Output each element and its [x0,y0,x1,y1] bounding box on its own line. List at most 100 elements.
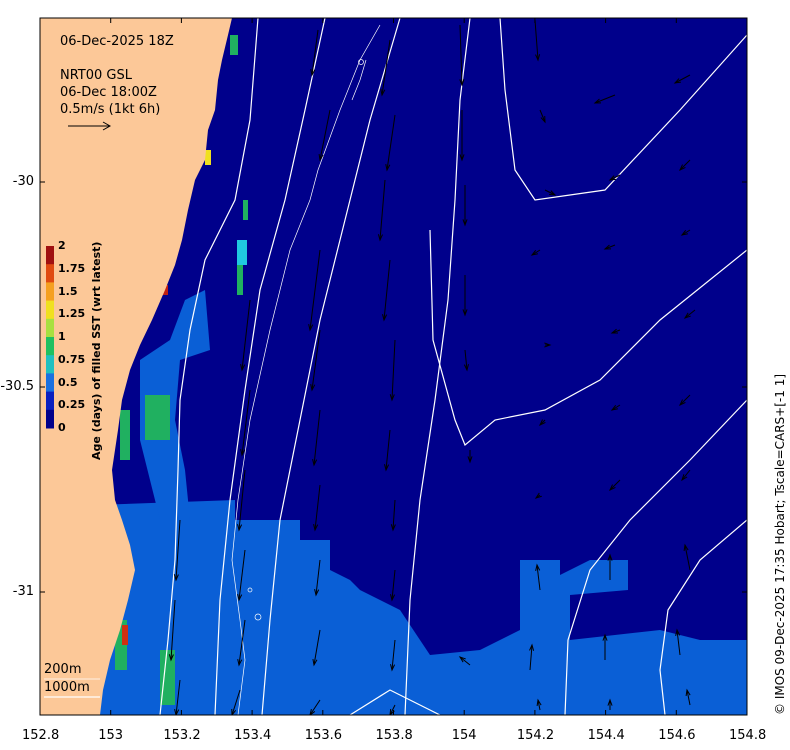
current-arrow-head [231,708,237,715]
current-arrow [386,114,396,171]
current-arrow-head [240,449,246,457]
x-tick-label: 152.8 [22,728,60,743]
current-arrow-head [382,314,388,322]
colorbar-segment [46,282,54,302]
current-arrow [679,394,691,406]
ocean-recent-fill [95,500,747,715]
current-arrow [544,189,556,196]
current-arrow-head [683,312,691,319]
current-arrow-head [312,459,318,467]
current-arrow [311,29,319,76]
red-patch [122,625,128,645]
current-arrow [311,329,321,391]
current-arrow [609,174,621,181]
current-arrow [241,389,251,456]
depth-label-200: 200m [44,662,82,677]
current-vectors [168,19,696,715]
current-arrow-head [544,342,552,348]
current-arrow-head [681,474,688,482]
current-arrow [611,404,621,411]
current-arrow-head [593,98,602,104]
scale-arrow [68,121,112,131]
current-arrow [391,639,396,671]
current-arrow [238,549,246,601]
x-tick-label: 154 [451,728,477,743]
coastal-recent-fill [140,290,210,520]
current-arrow [537,699,541,711]
current-arrow-head [309,709,316,715]
scale-label: 0.5m/s (1kt 6h) [60,102,161,117]
current-arrow [238,619,246,666]
current-arrow-head [608,484,616,492]
current-arrow-head [459,154,465,162]
contour-lines [159,18,747,715]
current-arrow-head [389,394,395,402]
current-arrow [604,244,616,250]
yellow-patch [205,150,211,165]
x-tick-label: 154.6 [658,728,696,743]
current-arrow-head [168,654,174,662]
current-arrow-head [310,384,316,392]
colorbar-segment [46,355,54,374]
current-arrow-head [174,709,180,715]
current-arrow [170,599,176,661]
current-arrow-head [607,553,613,561]
current-arrow-head [678,399,686,407]
current-arrow [536,564,541,591]
x-tick-label: 153.6 [304,728,343,743]
current-arrow-head [673,78,682,84]
y-tick-label: -30.5 [0,379,34,394]
colorbar-segment [46,264,54,283]
colorbar-segment [46,373,54,393]
colorbar-tick-label: 2 [58,239,66,252]
current-arrow-head [685,688,691,697]
colorbar-segment [46,300,54,320]
current-arrow [681,469,691,481]
green-patch [160,650,175,705]
current-arrow-head [314,589,320,597]
current-arrow-head [603,244,612,250]
current-arrow-head [462,309,468,317]
current-arrow-head [602,633,608,641]
current-arrow-head [680,229,688,236]
current-arrow [674,74,691,84]
current-arrow [313,409,321,466]
green-patch [230,35,238,55]
x-tick-label: 154.2 [516,728,555,743]
current-arrow [681,229,691,236]
current-arrow-head [390,594,396,602]
current-arrow [391,339,396,401]
current-arrow-head [535,563,541,571]
current-arrow-head [458,656,466,663]
current-arrow [309,249,321,331]
current-arrow-head [237,524,243,532]
current-arrow-head [534,492,542,499]
y-tick-label: -30 [12,174,34,189]
current-arrow-head [308,324,314,332]
current-arrow-head [683,543,689,552]
current-arrow-head [467,456,473,464]
current-arrow-head [607,698,613,706]
current-arrow-head [529,643,535,651]
current-arrow-head [538,419,546,427]
land [40,18,232,715]
colorbar [46,246,54,429]
current-arrow-head [610,404,618,411]
current-arrow-head [313,524,319,532]
colorbar-tick-label: 0.75 [58,352,86,366]
colorbar-segment [46,246,54,265]
current-arrow-head [459,79,465,87]
current-arrow [684,309,696,319]
current-arrow [679,159,691,171]
current-arrow-head [390,664,396,672]
colorbar-segment [46,337,54,356]
current-arrow-head [540,115,546,124]
current-arrow [459,656,471,666]
current-arrow-head [390,524,396,532]
green-patch [243,200,248,220]
current-arrow [539,109,546,123]
current-arrow-head [389,708,395,715]
current-arrow-head [675,628,681,636]
current-arrow [389,704,396,715]
